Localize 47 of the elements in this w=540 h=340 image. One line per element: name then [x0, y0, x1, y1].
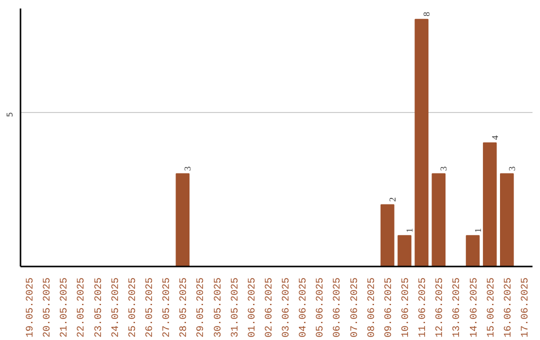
x-tick-label: 10.06.2025	[401, 277, 412, 338]
x-tick-label: 17.06.2025	[520, 277, 532, 338]
x-tick-label: 25.05.2025	[128, 277, 139, 338]
x-tick-label: 29.05.2025	[196, 277, 208, 338]
x-tick-label: 26.05.2025	[145, 277, 156, 338]
bar	[482, 142, 497, 266]
x-tick-label: 02.06.2025	[264, 277, 276, 338]
x-tick-label: 13.06.2025	[452, 277, 464, 338]
bar	[432, 173, 446, 266]
data-label: 3	[506, 166, 517, 171]
x-tick-label: 05.06.2025	[316, 277, 327, 338]
bar	[380, 204, 394, 266]
x-tick-label: 01.06.2025	[247, 277, 258, 338]
bar	[398, 235, 412, 266]
x-tick-label: 20.05.2025	[42, 277, 54, 338]
x-tick-label: 15.06.2025	[486, 277, 498, 338]
x-tick-label: 23.05.2025	[94, 277, 105, 338]
x-tick-label: 31.05.2025	[230, 277, 242, 338]
data-label: 3	[182, 166, 193, 171]
bar	[466, 235, 480, 266]
x-tick-label: 22.05.2025	[76, 277, 88, 338]
data-label: 1	[404, 228, 414, 233]
x-tick-label: 24.05.2025	[110, 277, 122, 338]
data-label: 2	[387, 197, 398, 202]
x-tick-label: 27.05.2025	[162, 277, 174, 338]
x-tick-label: 11.06.2025	[418, 277, 430, 338]
x-tick-label: 14.06.2025	[469, 277, 480, 338]
x-tick-label: 07.06.2025	[350, 277, 361, 338]
data-label: 4	[490, 134, 500, 140]
x-tick-label: 16.06.2025	[503, 277, 514, 338]
data-label: 1	[472, 228, 483, 233]
x-tick-label: 21.05.2025	[60, 277, 71, 338]
data-label: 3	[438, 166, 449, 171]
x-tick-label: 28.05.2025	[179, 277, 190, 338]
x-tick-label: 30.05.2025	[213, 277, 224, 338]
x-tick-label: 12.06.2025	[435, 277, 446, 338]
x-tick-label: 08.06.2025	[366, 277, 378, 338]
x-tick-label: 09.06.2025	[384, 277, 395, 338]
y-tick-label: 5	[6, 112, 14, 118]
x-tick-label: 19.05.2025	[26, 277, 37, 338]
data-label: 8	[422, 11, 432, 16]
x-tick-label: 06.06.2025	[332, 277, 344, 338]
bar	[176, 173, 190, 266]
x-tick-label: 03.06.2025	[282, 277, 293, 338]
bar	[414, 18, 428, 266]
bar	[500, 173, 514, 266]
x-tick-label: 04.06.2025	[298, 277, 310, 338]
